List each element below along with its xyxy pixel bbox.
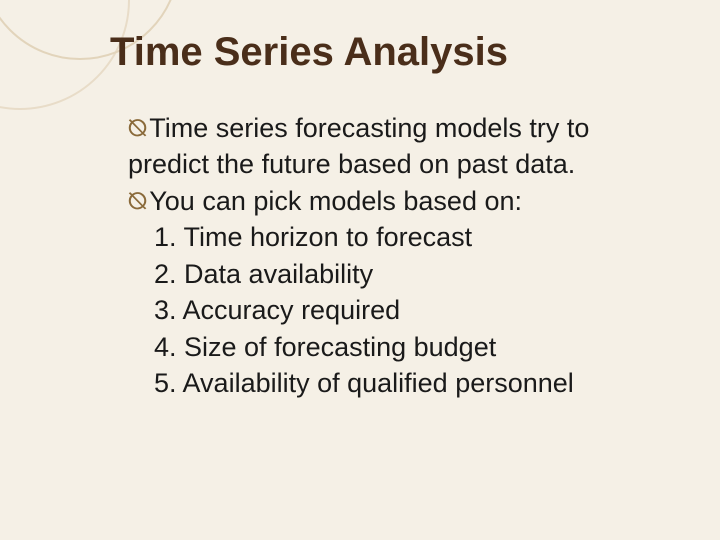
numbered-item: 3. Accuracy required — [128, 292, 668, 328]
bullet-item: ⦰Time series forecasting models try to p… — [128, 110, 668, 183]
bullet-icon: ⦰ — [128, 188, 149, 215]
numbered-item: 4. Size of forecasting budget — [128, 329, 668, 365]
slide-title: Time Series Analysis — [110, 30, 508, 75]
numbered-item: 1. Time horizon to forecast — [128, 219, 668, 255]
numbered-item: 5. Availability of qualified personnel — [128, 365, 668, 401]
slide-body: ⦰Time series forecasting models try to p… — [128, 110, 668, 402]
bullet-icon: ⦰ — [128, 115, 149, 142]
bullet-text: Time series forecasting models try to pr… — [128, 113, 589, 179]
bullet-text: You can pick models based on: — [149, 186, 522, 216]
numbered-item: 2. Data availability — [128, 256, 668, 292]
bullet-item: ⦰You can pick models based on: — [128, 183, 668, 219]
